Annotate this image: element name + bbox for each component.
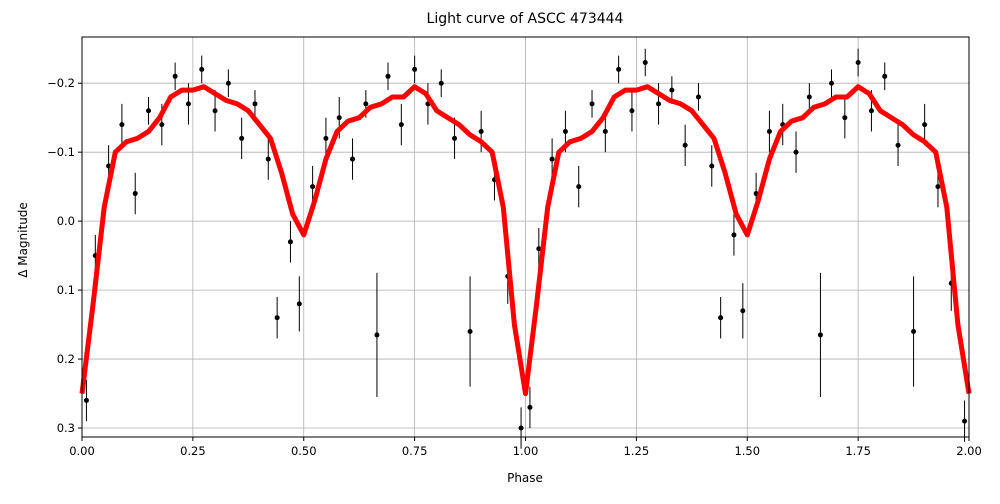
chart-title: Light curve of ASCC 473444 (427, 11, 624, 27)
data-point (385, 73, 391, 79)
data-point (766, 128, 772, 134)
data-point (132, 191, 138, 197)
x-tick-label: 0.75 (402, 444, 428, 458)
data-point (119, 122, 125, 128)
data-point (336, 115, 342, 121)
data-point (562, 128, 568, 134)
data-point (731, 232, 737, 238)
data-point (478, 128, 484, 134)
data-point (172, 73, 178, 79)
y-tick-label: 0.0 (57, 214, 75, 228)
data-point (602, 128, 608, 134)
data-point (438, 80, 444, 86)
data-point (252, 101, 258, 107)
data-point (350, 156, 356, 162)
data-point (669, 87, 675, 93)
x-axis-label: Phase (507, 471, 543, 485)
data-point (793, 149, 799, 155)
data-point (374, 332, 380, 338)
data-point (718, 315, 724, 321)
data-point (363, 101, 369, 107)
data-point (656, 101, 662, 107)
data-point (296, 301, 302, 307)
x-tick-label: 0.00 (69, 444, 95, 458)
y-tick-label: 0.1 (57, 283, 75, 297)
data-point (740, 308, 746, 314)
y-tick-label: 0.2 (57, 352, 75, 366)
data-point (842, 115, 848, 121)
x-tick-label: 2.00 (956, 444, 982, 458)
data-point (868, 108, 874, 114)
data-point (185, 101, 191, 107)
y-tick-label: −0.2 (47, 76, 75, 90)
data-point (911, 328, 917, 334)
data-point (709, 163, 715, 169)
x-tick-label: 0.50 (291, 444, 317, 458)
data-point (527, 404, 533, 410)
data-point (855, 60, 861, 66)
data-point (682, 142, 688, 148)
data-point (83, 397, 89, 403)
data-point (239, 135, 245, 141)
data-point (274, 315, 280, 321)
data-point (159, 122, 165, 128)
model-curve (79, 84, 972, 397)
data-point (549, 156, 555, 162)
data-point (310, 184, 316, 190)
data-point (616, 66, 622, 72)
data-point (398, 122, 404, 128)
data-point (817, 332, 823, 338)
data-point (536, 246, 542, 252)
x-tick-label: 1.25 (624, 444, 650, 458)
data-point (629, 108, 635, 114)
x-tick-label: 1.50 (734, 444, 760, 458)
data-point (589, 101, 595, 107)
data-point (895, 142, 901, 148)
data-point (882, 73, 888, 79)
y-tick-label: 0.3 (57, 421, 75, 435)
data-point (199, 66, 205, 72)
data-point (576, 184, 582, 190)
data-point (467, 328, 473, 334)
data-point (922, 122, 928, 128)
data-point (146, 108, 152, 114)
data-point (225, 80, 231, 86)
x-tick-label: 1.00 (513, 444, 539, 458)
data-point (962, 418, 968, 424)
data-point (412, 66, 418, 72)
data-point (212, 108, 218, 114)
x-tick-label: 1.75 (845, 444, 871, 458)
data-point (287, 239, 293, 245)
data-point (323, 135, 329, 141)
data-point (935, 184, 941, 190)
data-point (642, 60, 648, 66)
data-point (265, 156, 271, 162)
x-tick-label: 0.25 (180, 444, 206, 458)
plot-frame (81, 36, 970, 438)
data-point (452, 135, 458, 141)
y-axis-label: Δ Magnitude (16, 202, 30, 278)
data-point (695, 94, 701, 100)
data-point (829, 80, 835, 86)
data-point (806, 94, 812, 100)
data-point (518, 425, 524, 431)
y-tick-label: −0.1 (47, 145, 75, 159)
